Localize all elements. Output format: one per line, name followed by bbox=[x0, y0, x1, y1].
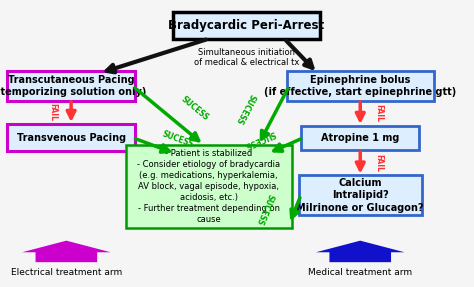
FancyBboxPatch shape bbox=[7, 71, 135, 101]
Text: Transcutaneous Pacing
(temporizing solution only): Transcutaneous Pacing (temporizing solut… bbox=[0, 75, 146, 97]
Polygon shape bbox=[22, 241, 111, 262]
FancyBboxPatch shape bbox=[173, 12, 320, 39]
Text: SUCESS: SUCESS bbox=[179, 94, 210, 122]
Text: FAIL: FAIL bbox=[49, 103, 57, 121]
Text: - Patient is stabilized
- Consider etiology of bradycardia
(e.g. medications, hy: - Patient is stabilized - Consider etiol… bbox=[137, 149, 280, 224]
Text: Simultaneous initiation
of medical & electrical tx: Simultaneous initiation of medical & ele… bbox=[194, 48, 299, 67]
Polygon shape bbox=[316, 241, 405, 262]
Text: SUCESS: SUCESS bbox=[234, 92, 257, 125]
FancyBboxPatch shape bbox=[7, 124, 135, 152]
Text: Transvenous Pacing: Transvenous Pacing bbox=[17, 133, 126, 143]
Text: Epinephrine bolus
(if effective, start epinephrine gtt): Epinephrine bolus (if effective, start e… bbox=[264, 75, 456, 97]
Text: Medical treatment arm: Medical treatment arm bbox=[308, 268, 412, 277]
Text: Bradycardic Peri-Arrest: Bradycardic Peri-Arrest bbox=[168, 19, 325, 32]
Text: Atropine 1 mg: Atropine 1 mg bbox=[321, 133, 400, 143]
Text: SUCESS: SUCESS bbox=[254, 193, 275, 226]
FancyBboxPatch shape bbox=[301, 126, 419, 150]
Text: SUCESS: SUCESS bbox=[243, 129, 276, 150]
FancyBboxPatch shape bbox=[287, 71, 434, 101]
Text: SUCESS: SUCESS bbox=[161, 129, 195, 149]
FancyBboxPatch shape bbox=[299, 175, 422, 215]
Text: Calcium
Intralipid?
Milrinone or Glucagon?: Calcium Intralipid? Milrinone or Glucago… bbox=[297, 178, 424, 213]
Text: FAIL: FAIL bbox=[374, 154, 383, 172]
FancyBboxPatch shape bbox=[126, 145, 292, 228]
Text: Electrical treatment arm: Electrical treatment arm bbox=[11, 268, 122, 277]
Text: FAIL: FAIL bbox=[374, 104, 383, 122]
